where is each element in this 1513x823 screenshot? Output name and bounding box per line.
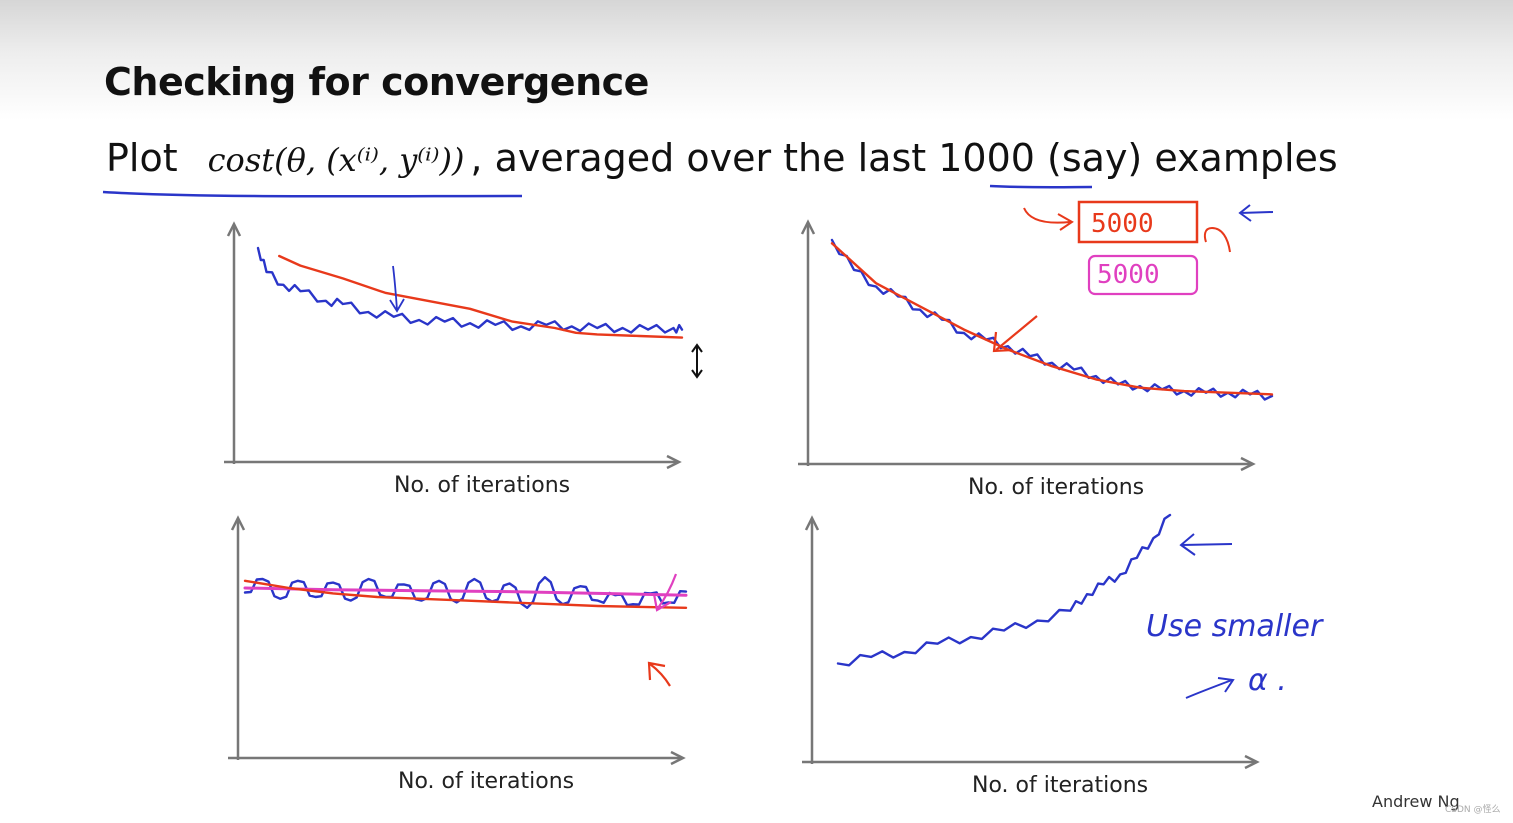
y-axis-arrowhead — [800, 219, 816, 235]
series-blue-line — [836, 513, 1172, 667]
series-red-line — [278, 254, 684, 339]
pink-boxed-number: 5000 — [1097, 260, 1160, 290]
blue-down-arrow — [389, 265, 405, 313]
series-red-line — [830, 242, 1274, 396]
series-red-line — [243, 579, 688, 609]
x-axis-label: No. of iterations — [972, 773, 1148, 798]
blue-left-arrow-bottom — [1179, 533, 1233, 556]
formula-underline — [102, 190, 523, 198]
series-pink-line — [243, 586, 688, 597]
y-axis-arrowhead — [226, 221, 242, 237]
boxed-number: 5000 — [1091, 209, 1154, 239]
red-diagonal-arrow — [992, 315, 1038, 353]
watermark: CSDN @怪么 — [1445, 805, 1501, 815]
red-box — [1077, 200, 1199, 244]
red-left-arrow — [1023, 207, 1074, 231]
note-line2: α . — [1248, 663, 1287, 698]
chart-bottom-right: No. of iterations — [802, 513, 1260, 798]
x-axis-label: No. of iterations — [394, 473, 570, 498]
red-curl-arrow — [1203, 226, 1231, 253]
chart-bottom-left: No. of iterations — [228, 515, 688, 794]
y-axis-arrowhead — [804, 515, 820, 531]
number-underline — [989, 184, 1093, 189]
noise-range-arrow — [691, 343, 703, 379]
x-axis-label: No. of iterations — [398, 769, 574, 794]
slide-header-band — [0, 0, 1513, 120]
author-credit: Andrew Ng — [1372, 792, 1460, 811]
subtitle-prefix: Plot — [106, 136, 178, 180]
series-blue-line — [256, 246, 684, 334]
x-axis-label: No. of iterations — [968, 475, 1144, 500]
blue-left-arrow-top — [1238, 204, 1274, 222]
slide-subtitle: Plot cost(θ, (x⁽ⁱ⁾, y⁽ⁱ⁾)), averaged over… — [106, 136, 1338, 180]
x-axis-arrowhead — [1244, 754, 1260, 770]
subtitle-mid: , averaged over the last — [470, 136, 939, 180]
pink-box — [1087, 254, 1199, 296]
subtitle-suffix: (say) examples — [1034, 136, 1338, 180]
series-blue-line — [830, 238, 1274, 401]
x-axis-arrowhead — [1240, 456, 1256, 472]
cost-formula: cost(θ, (x⁽ⁱ⁾, y⁽ⁱ⁾)) — [207, 141, 465, 179]
alpha-arrow — [1185, 677, 1235, 699]
subtitle-number: 1000 — [938, 136, 1035, 180]
pink-down-arrow — [652, 573, 678, 612]
x-axis-arrowhead — [670, 750, 686, 766]
slide-title: Checking for convergence — [104, 60, 649, 104]
y-axis-arrowhead — [230, 515, 246, 531]
chart-top-left: No. of iterations — [224, 221, 684, 498]
red-up-arrow — [647, 661, 671, 687]
x-axis-arrowhead — [666, 454, 682, 470]
note-line1: Use smaller — [1146, 609, 1324, 644]
chart-top-right: No. of iterations — [798, 219, 1274, 500]
